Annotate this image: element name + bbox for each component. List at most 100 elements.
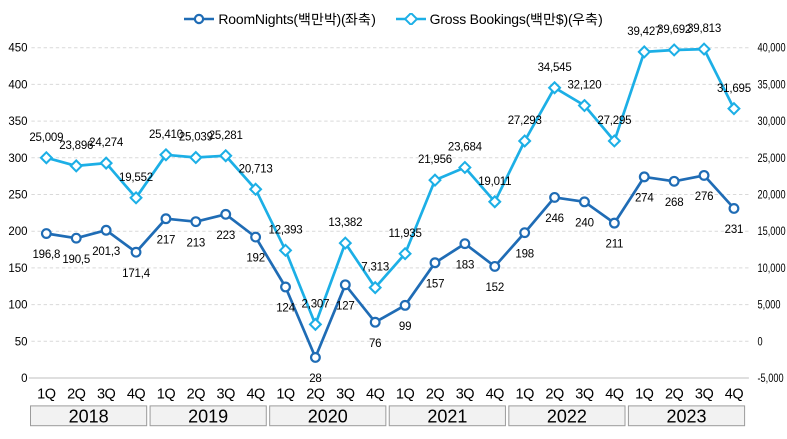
marker-grossbookings-1Q-2022 — [517, 134, 532, 148]
left-axis-tick-label: 0 — [21, 373, 27, 385]
year-band-box — [388, 405, 506, 427]
marker-grossbookings-1Q-2018 — [39, 150, 54, 165]
left-axis-tick-label: 300 — [8, 153, 27, 165]
marker-grossbookings-2Q-2021 — [428, 173, 442, 187]
marker-roomnights-3Q-2019 — [220, 208, 232, 220]
x-axis-quarter-label: 1Q — [516, 387, 535, 403]
data-label-roomnights: 211 — [606, 239, 624, 251]
data-label-roomnights: 276 — [695, 191, 714, 203]
x-axis-quarter-label: 1Q — [396, 387, 415, 403]
data-label-roomnights: 152 — [485, 282, 504, 294]
hangul-glyph — [299, 12, 310, 26]
x-axis-quarter-label: 2Q — [67, 387, 86, 403]
marker-roomnights-1Q-2021 — [399, 299, 411, 311]
left-axis-tick-label: 100 — [8, 300, 27, 312]
marker-grossbookings-3Q-2019 — [218, 148, 233, 163]
x-axis-quarter-label: 2Q — [545, 387, 564, 403]
left-axis-tick-label: 400 — [8, 79, 27, 91]
data-label-grossbookings: 25,410 — [149, 129, 183, 141]
marker-roomnights-1Q-2020 — [280, 281, 291, 293]
marker-grossbookings-2Q-2018 — [69, 159, 84, 173]
data-label-grossbookings: 11,935 — [389, 228, 422, 240]
data-label-grossbookings: 2,307 — [302, 298, 330, 310]
marker-roomnights-2Q-2020 — [309, 351, 321, 363]
data-label-grossbookings: 39,692 — [657, 24, 691, 36]
data-label-grossbookings: 27,293 — [508, 115, 542, 127]
legend-item-roomnights[interactable]: RoomNights()() — [184, 11, 376, 27]
marker-grossbookings-4Q-2022 — [607, 134, 622, 148]
right-axis-tick-label: 20,000 — [758, 190, 786, 202]
data-label-roomnights: 171,4 — [122, 268, 151, 280]
marker-roomnights-1Q-2018 — [40, 228, 52, 239]
data-label-grossbookings: 25,039 — [179, 132, 213, 144]
right-axis-tick-label: 10,000 — [758, 263, 786, 275]
x-axis-quarter-label: 2Q — [187, 387, 206, 403]
data-label-roomnights: 231 — [725, 224, 744, 236]
legend-marker-circle-icon — [184, 13, 215, 25]
marker-grossbookings-4Q-2019 — [248, 182, 263, 197]
marker-grossbookings-2Q-2023 — [667, 43, 682, 57]
data-label-grossbookings: 25,009 — [29, 132, 63, 144]
x-axis-quarter-label: 2Q — [306, 387, 325, 403]
marker-roomnights-4Q-2020 — [369, 316, 381, 328]
marker-roomnights-2Q-2019 — [190, 216, 202, 228]
data-label-roomnights: 223 — [216, 230, 235, 242]
x-axis-quarter-label: 3Q — [695, 387, 714, 403]
left-axis-tick-label: 150 — [8, 263, 27, 275]
data-label-grossbookings: 23,684 — [448, 142, 483, 154]
data-label-grossbookings: 20,713 — [239, 163, 273, 175]
x-axis-quarter-label: 4Q — [246, 387, 265, 403]
marker-grossbookings-3Q-2018 — [99, 156, 113, 170]
x-axis-year-label: 2021 — [427, 406, 467, 426]
x-axis-quarter-label: 3Q — [456, 387, 475, 403]
marker-roomnights-3Q-2018 — [100, 224, 112, 236]
right-axis-tick-label: 0 — [758, 336, 763, 348]
marker-grossbookings-2Q-2019 — [188, 150, 203, 165]
data-label-grossbookings: 21,956 — [418, 154, 452, 166]
marker-grossbookings-1Q-2019 — [159, 147, 173, 162]
data-label-roomnights: 274 — [635, 192, 654, 204]
data-label-roomnights: 76 — [369, 338, 381, 350]
marker-grossbookings-1Q-2023 — [637, 45, 652, 59]
marker-grossbookings-4Q-2020 — [368, 280, 383, 295]
data-label-roomnights: 99 — [399, 321, 411, 333]
data-label-grossbookings: 13,382 — [328, 217, 362, 229]
data-label-roomnights: 201,3 — [92, 246, 120, 258]
x-axis-quarter-label: 3Q — [336, 387, 355, 403]
x-axis-year-label: 2022 — [547, 406, 587, 426]
x-axis-year-label: 2019 — [188, 406, 228, 426]
right-axis-tick-label: 40,000 — [758, 43, 786, 55]
data-label-grossbookings: 24,274 — [89, 137, 124, 149]
year-band-box — [30, 405, 148, 427]
data-label-grossbookings: 19,011 — [478, 176, 511, 188]
marker-roomnights-3Q-2021 — [459, 238, 471, 250]
x-axis-quarter-label: 1Q — [276, 387, 295, 403]
right-axis-tick-label: 30,000 — [758, 116, 786, 128]
data-label-grossbookings: 23,896 — [59, 140, 93, 152]
data-label-grossbookings: 34,545 — [538, 62, 572, 74]
chart-legend: RoomNights()() Gross Bookings($)() — [0, 11, 787, 27]
x-axis-quarter-label: 3Q — [217, 387, 236, 403]
x-axis-quarter-label: 2Q — [665, 387, 684, 403]
marker-roomnights-4Q-2021 — [489, 260, 501, 272]
x-axis-quarter-label: 1Q — [37, 387, 56, 403]
data-label-roomnights: 157 — [426, 278, 445, 290]
series-line-roomnights — [44, 174, 736, 359]
data-label-roomnights: 183 — [456, 259, 475, 271]
x-axis-quarter-label: 1Q — [635, 387, 654, 403]
left-axis-tick-label: 250 — [8, 190, 27, 202]
hangul-glyph — [573, 12, 585, 26]
x-axis-quarter-label: 4Q — [605, 387, 624, 403]
data-label-roomnights: 192 — [246, 253, 265, 265]
legend-item-grossbookings[interactable]: Gross Bookings($)() — [395, 11, 603, 27]
x-axis-quarter-label: 1Q — [157, 387, 176, 403]
marker-roomnights-4Q-2018 — [130, 246, 142, 258]
data-label-grossbookings: 19,552 — [119, 172, 153, 184]
legend-label-roomnights: RoomNights()() — [218, 11, 376, 27]
right-axis-tick-label: 5,000 — [758, 300, 781, 312]
marker-grossbookings-2Q-2022 — [547, 80, 562, 95]
marker-grossbookings-4Q-2018 — [129, 190, 143, 205]
hangul-glyph — [311, 12, 324, 25]
hangul-glyph — [531, 12, 542, 26]
